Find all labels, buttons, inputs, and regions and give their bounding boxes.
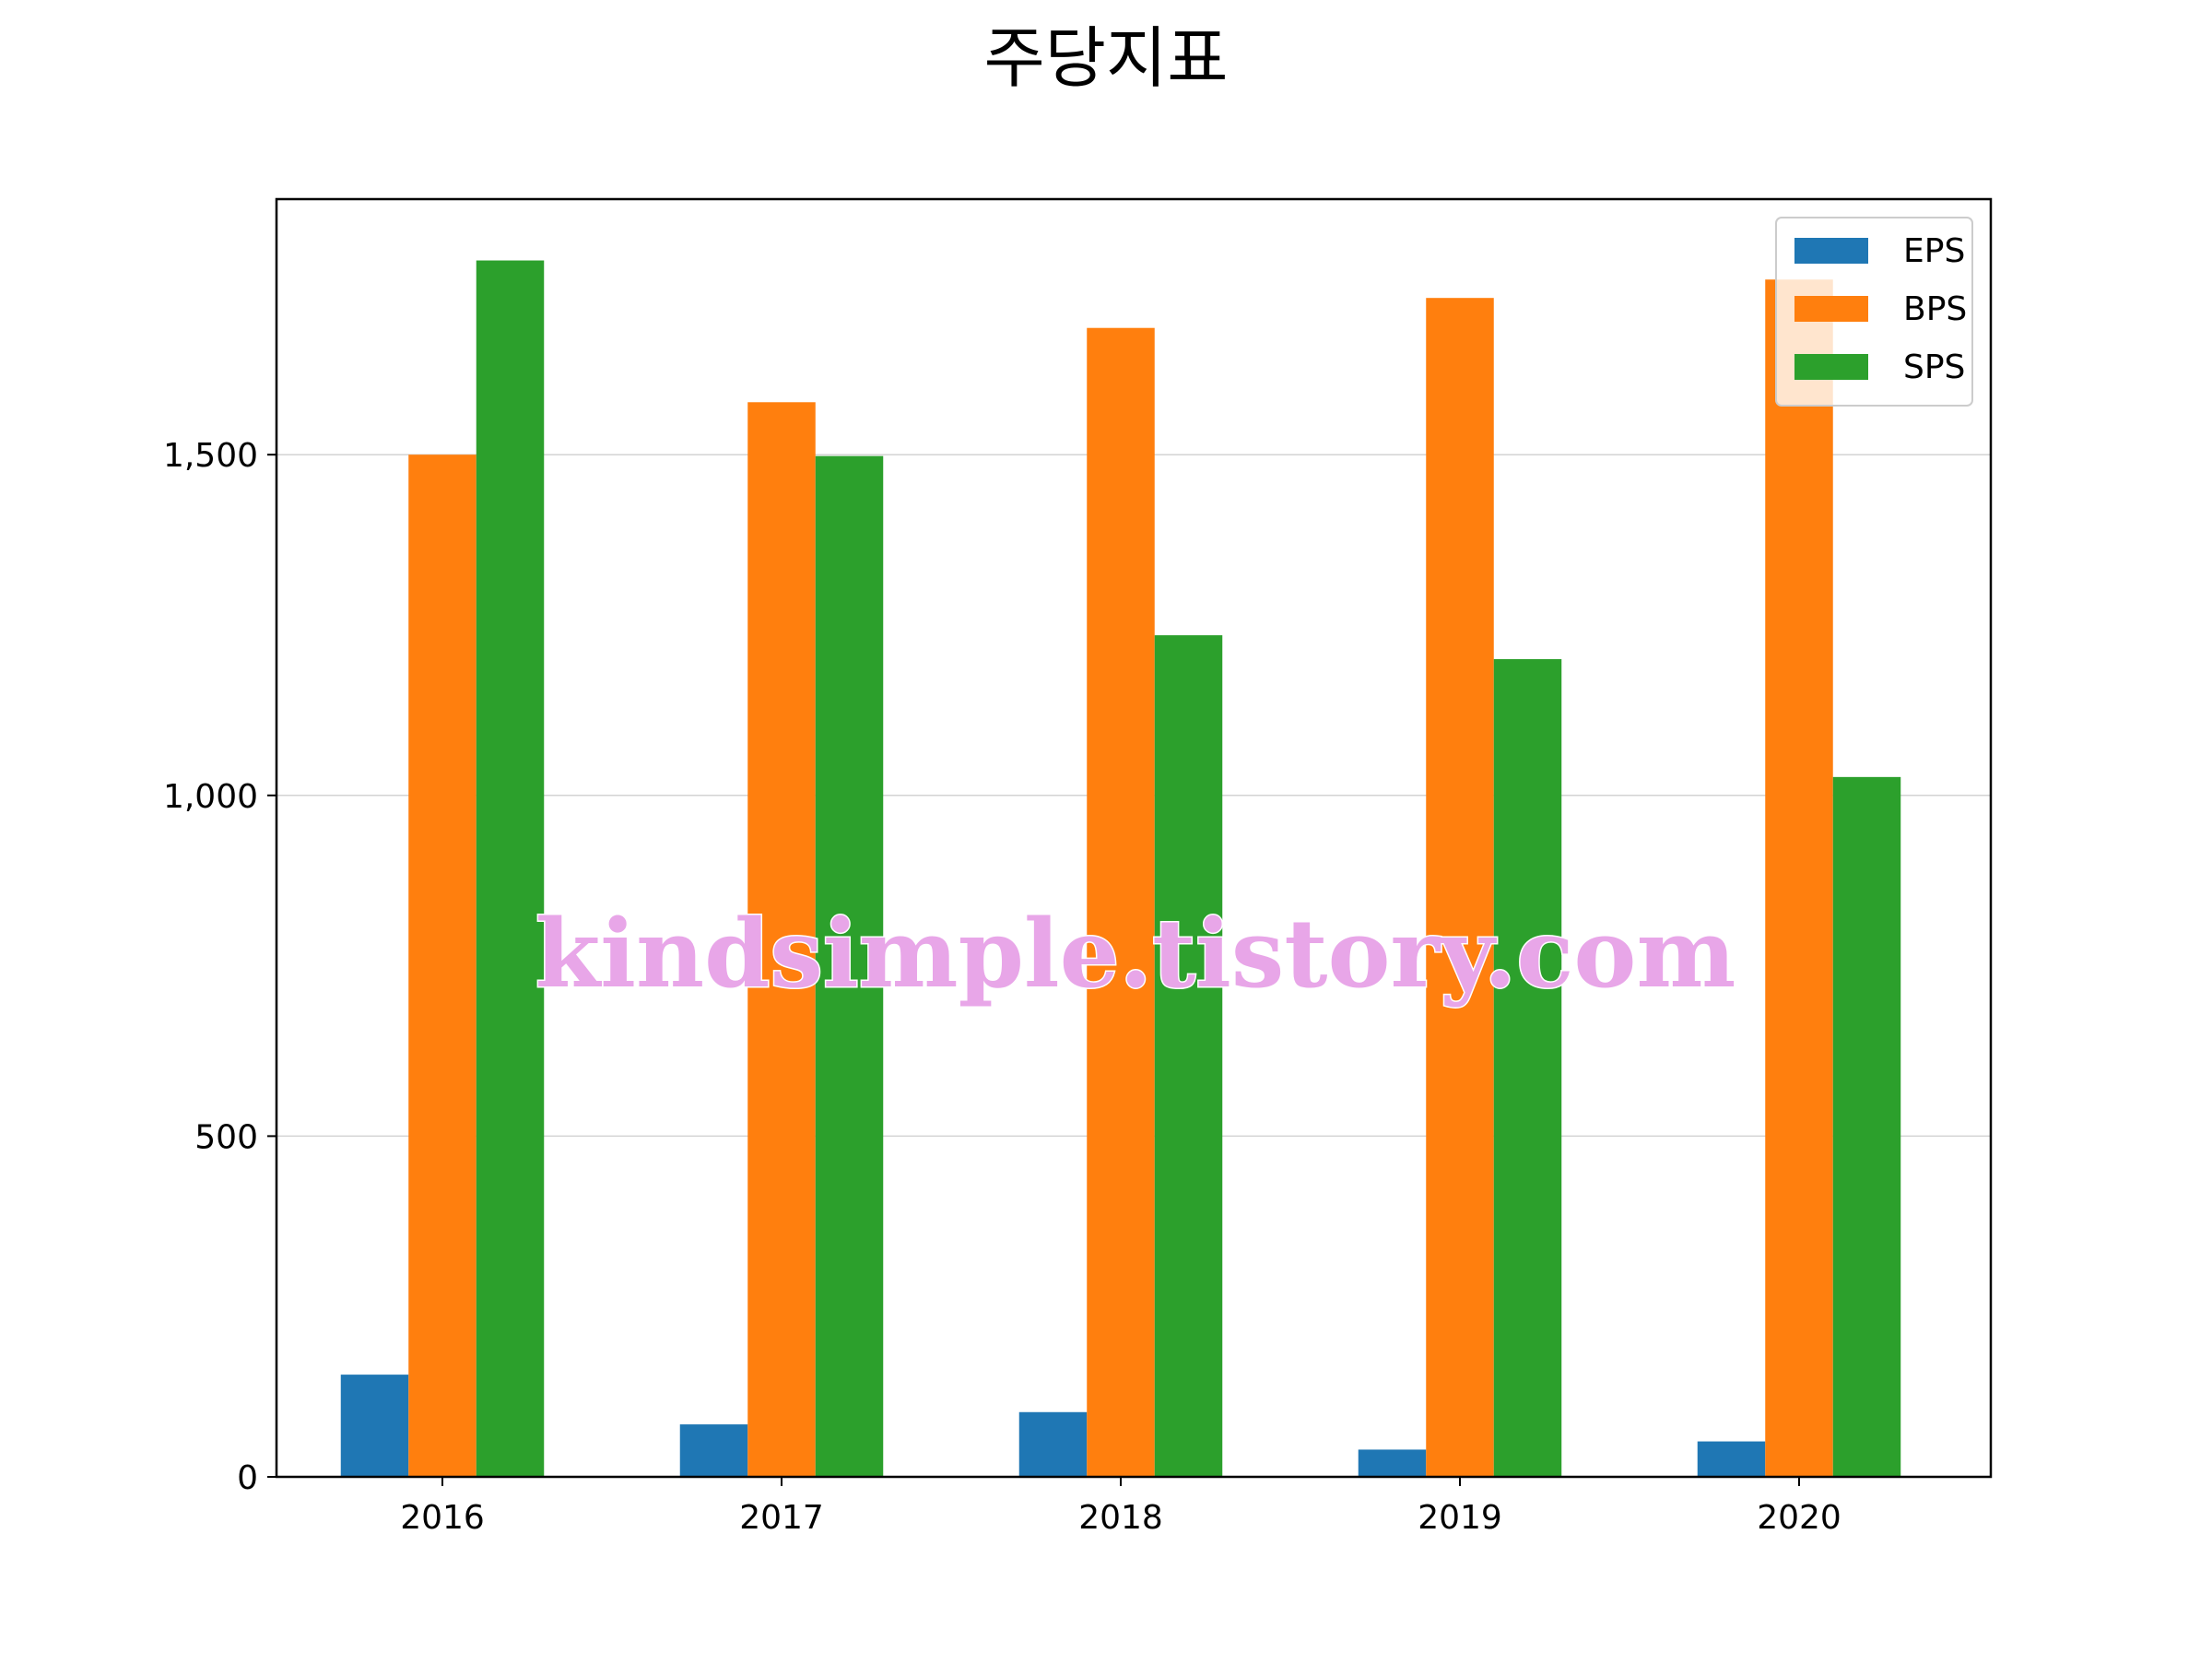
legend-swatch-bps <box>1794 296 1868 322</box>
y-axis: 0 500 1,000 1,500 <box>163 437 276 1497</box>
x-tick-label: 2019 <box>1418 1499 1502 1537</box>
bar-eps-2016 <box>340 1375 409 1477</box>
bar-eps-2017 <box>679 1424 748 1477</box>
bar-eps-2020 <box>1697 1441 1766 1477</box>
bar-bps-2020 <box>1765 279 1833 1477</box>
chart-title: 주당지표 <box>984 19 1229 97</box>
x-tick-label: 2018 <box>1078 1499 1163 1537</box>
x-tick-label: 2017 <box>739 1499 824 1537</box>
x-tick-label: 2016 <box>400 1499 485 1537</box>
bars <box>340 260 1901 1478</box>
legend: EPS BPS SPS <box>1775 217 1973 407</box>
y-tick-label: 1,000 <box>163 778 258 816</box>
bar-eps-2018 <box>1018 1411 1088 1477</box>
y-tick-label: 1,500 <box>163 437 258 475</box>
watermark: kindsimple.tistory.com <box>535 899 1736 1009</box>
legend-label-eps: EPS <box>1903 232 1965 270</box>
y-tick-label: 500 <box>194 1118 258 1156</box>
bar-sps-2016 <box>476 260 545 1477</box>
plot-frame <box>275 197 1993 1479</box>
bar-bps-2017 <box>747 402 816 1477</box>
legend-label-bps: BPS <box>1903 290 1967 328</box>
x-tick-label: 2020 <box>1757 1499 1841 1537</box>
bar-bps-2018 <box>1087 327 1155 1478</box>
bar-bps-2016 <box>408 454 477 1478</box>
bar-sps-2020 <box>1832 776 1901 1477</box>
legend-swatch-sps <box>1794 354 1868 380</box>
bar-sps-2017 <box>815 455 884 1477</box>
y-tick-label: 0 <box>237 1459 258 1497</box>
bar-sps-2019 <box>1493 658 1562 1477</box>
bar-bps-2019 <box>1426 298 1494 1478</box>
bar-sps-2018 <box>1154 635 1223 1477</box>
legend-swatch-eps <box>1794 238 1868 264</box>
x-axis: 2016 2017 2018 2019 2020 <box>400 1477 1841 1537</box>
legend-label-sps: SPS <box>1903 348 1965 386</box>
bar-eps-2019 <box>1358 1449 1427 1477</box>
